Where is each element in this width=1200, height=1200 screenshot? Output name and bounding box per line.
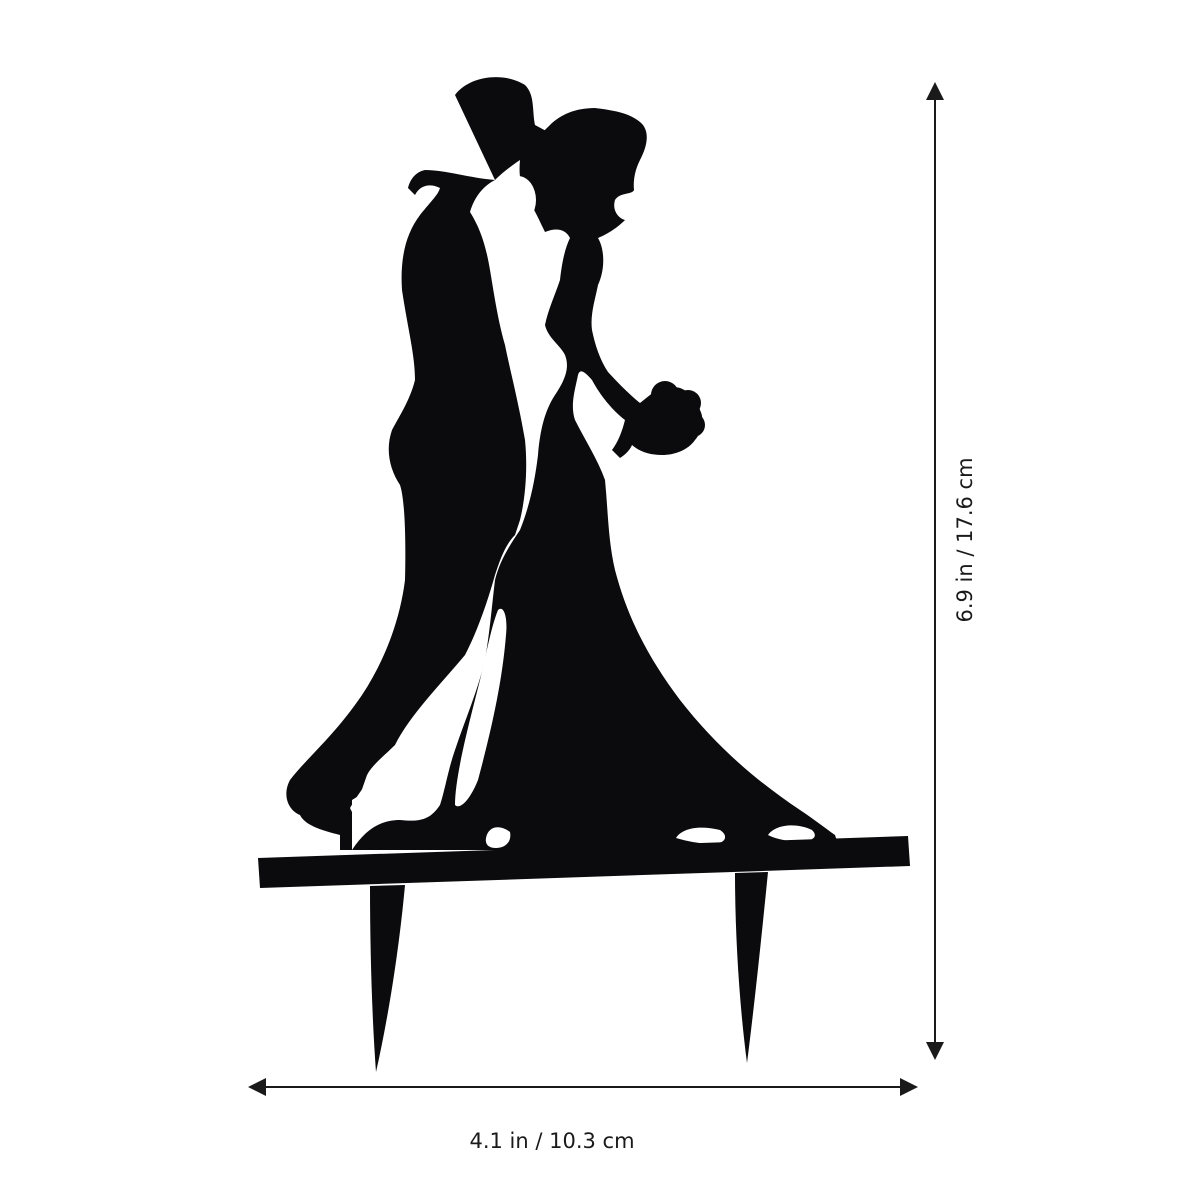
cake-topper-silhouette [258,77,910,1072]
groom-figure [286,77,548,851]
base-bar [258,836,910,888]
width-arrow-left-icon [248,1078,266,1096]
right-stake [735,872,768,1063]
bouquet [651,381,705,451]
width-dimension: 4.1 in / 10.3 cm [248,1078,918,1153]
height-label: 6.9 in / 17.6 cm [953,457,977,622]
gap-left-cutout [485,827,511,848]
height-arrow-top-icon [926,82,944,100]
gap-middle-cutout [676,827,726,844]
height-dimension: 6.9 in / 17.6 cm [926,82,977,1060]
neck-gap-cutout [500,176,536,224]
width-label: 4.1 in / 10.3 cm [469,1129,634,1153]
gap-right-cutout [768,825,815,842]
width-arrow-right-icon [900,1078,918,1096]
height-arrow-bottom-icon [926,1042,944,1060]
left-stake [370,885,405,1072]
bride-figure [352,108,840,850]
groom-foot-cutout [350,760,384,823]
leg-gap-cutout [455,608,507,807]
